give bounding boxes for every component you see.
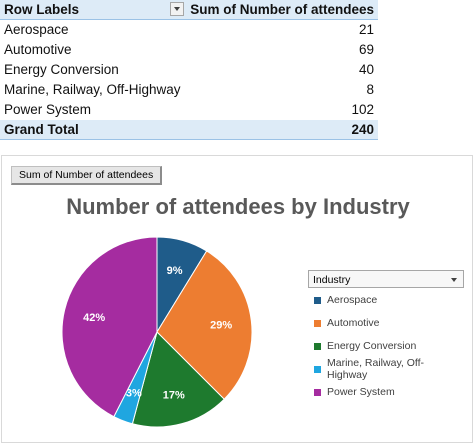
- legend-title: Industry: [313, 274, 351, 286]
- table-row[interactable]: Energy Conversion 40: [0, 59, 378, 80]
- legend-item: Aerospace: [308, 289, 464, 311]
- legend-swatch: [314, 365, 321, 373]
- grand-total-label: Grand Total: [0, 119, 187, 140]
- row-label: Aerospace: [0, 19, 187, 40]
- pie-data-label: 42%: [83, 312, 105, 324]
- pie-data-label: 29%: [210, 319, 232, 331]
- pie-slice[interactable]: [61, 236, 158, 418]
- chevron-down-icon: [451, 278, 457, 282]
- legend-swatch: [314, 388, 321, 396]
- pie-data-label: 3%: [126, 387, 142, 399]
- pie-chart-area[interactable]: Sum of Number of attendees Number of att…: [1, 155, 473, 443]
- legend: Industry Aerospace Automotive Energy Con…: [308, 270, 464, 403]
- grand-total-row[interactable]: Grand Total 240: [0, 119, 378, 140]
- chart-title: Number of attendees by Industry: [66, 194, 410, 219]
- table-row[interactable]: Marine, Railway, Off-Highway 8: [0, 79, 378, 100]
- legend-label: Marine, Railway, Off-Highway: [327, 357, 425, 381]
- legend-item: Automotive: [308, 312, 464, 334]
- table-row[interactable]: Power System 102: [0, 99, 378, 120]
- row-label: Energy Conversion: [0, 59, 187, 80]
- legend-field-dropdown[interactable]: Industry: [308, 270, 464, 288]
- legend-item: Marine, Railway, Off-Highway: [308, 357, 464, 381]
- value-field-button[interactable]: Sum of Number of attendees: [11, 166, 163, 185]
- table-row[interactable]: Aerospace 21: [0, 19, 378, 40]
- legend-swatch: [314, 296, 321, 304]
- pivot-table: Row Labels Sum of Number of attendees Ae…: [0, 0, 378, 140]
- pie-data-label: 9%: [167, 265, 183, 277]
- row-value: 21: [186, 19, 378, 40]
- legend-label: Energy Conversion: [327, 340, 417, 352]
- row-labels-header-text: Row Labels: [4, 2, 80, 17]
- row-value: 102: [186, 99, 378, 120]
- row-labels-header[interactable]: Row Labels: [0, 0, 187, 20]
- legend-label: Aerospace: [327, 294, 378, 306]
- row-label: Automotive: [0, 39, 187, 60]
- row-value: 69: [186, 39, 378, 60]
- grand-total-value: 240: [186, 119, 378, 140]
- pivot-header-row: Row Labels Sum of Number of attendees: [0, 0, 378, 20]
- legend-item: Energy Conversion: [308, 335, 464, 357]
- legend-item: Power System: [308, 381, 464, 403]
- pie-slice[interactable]: [131, 331, 225, 428]
- pie-slice[interactable]: [156, 250, 253, 400]
- table-row[interactable]: Automotive 69: [0, 39, 378, 60]
- row-label: Marine, Railway, Off-Highway: [0, 79, 187, 100]
- legend-swatch: [314, 319, 321, 327]
- pie-plot: 9% 29% 17% 3% 42%: [61, 236, 253, 428]
- filter-dropdown-icon[interactable]: [170, 2, 185, 16]
- row-label: Power System: [0, 99, 187, 120]
- legend-label: Power System: [327, 386, 395, 398]
- row-value: 40: [186, 59, 378, 80]
- legend-swatch: [314, 342, 321, 350]
- legend-label: Automotive: [327, 317, 380, 329]
- value-header[interactable]: Sum of Number of attendees: [186, 0, 378, 20]
- pie-data-label: 17%: [163, 389, 185, 401]
- row-value: 8: [186, 79, 378, 100]
